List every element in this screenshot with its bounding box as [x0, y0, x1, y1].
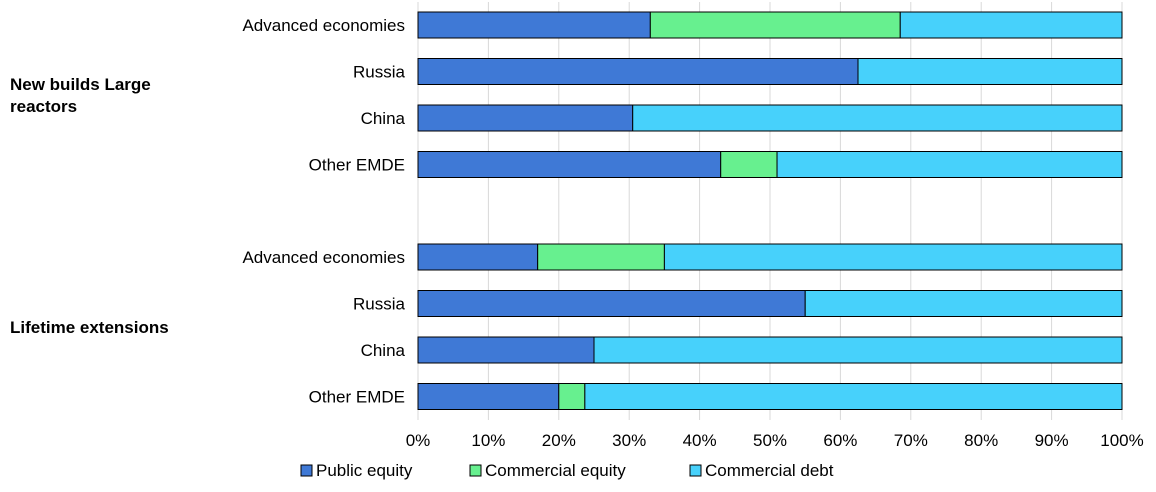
category-label: Russia: [353, 295, 406, 314]
legend: Public equity Commercial equity Commercial…: [300, 461, 834, 480]
group-label: New builds Large: [10, 75, 151, 94]
group-labels: New builds Large reactors Lifetime extensi…: [10, 75, 169, 337]
category-label: China: [361, 109, 406, 128]
x-tick-label: 30%: [612, 431, 646, 450]
bar-public-equity-russia-1: [417, 58, 859, 85]
category-label: Advanced economies: [242, 16, 405, 35]
x-tick-label: 0%: [406, 431, 431, 450]
group-label: Lifetime extensions: [10, 318, 169, 337]
x-tick-label: 60%: [823, 431, 857, 450]
bar-public-equity-advanced-economies-1: [417, 11, 651, 39]
x-tick-label: 40%: [683, 431, 717, 450]
bar-commercial-equity-other-emde-2: [558, 383, 586, 410]
bar-commercial-equity-advanced-economies-2: [537, 243, 665, 271]
bar-commercial-debt-china-2: [593, 336, 1123, 364]
category-label: Other EMDE: [309, 388, 405, 407]
legend-label: Commercial equity: [485, 461, 626, 480]
x-tick-label: 70%: [894, 431, 928, 450]
bars: [417, 11, 1123, 410]
bar-commercial-debt-china-1: [632, 104, 1123, 132]
x-tick-label: 20%: [542, 431, 576, 450]
category-label: Russia: [353, 63, 406, 82]
bar-public-equity-china-2: [417, 336, 595, 364]
bar-commercial-debt-advanced-economies-1: [899, 11, 1123, 39]
category-label: Advanced economies: [242, 248, 405, 267]
bar-public-equity-china-1: [417, 104, 634, 132]
bar-commercial-debt-other-emde-2: [584, 383, 1123, 410]
category-label: Other EMDE: [309, 156, 405, 175]
bar-commercial-equity-advanced-economies-1: [649, 11, 901, 39]
bar-commercial-debt-russia-1: [857, 58, 1123, 85]
legend-swatch-commercial-debt: [689, 464, 702, 477]
bar-commercial-debt-russia-2: [804, 290, 1123, 317]
legend-label: Commercial debt: [705, 461, 834, 480]
bar-public-equity-other-emde-1: [417, 151, 722, 178]
x-tick-label: 10%: [471, 431, 505, 450]
bar-public-equity-other-emde-2: [417, 383, 560, 410]
legend-swatch-public-equity: [300, 464, 313, 477]
category-labels: Advanced economies Russia China Other EMDE A…: [242, 16, 405, 407]
legend-swatch-commercial-equity: [469, 464, 482, 477]
group-label: reactors: [10, 97, 77, 116]
x-tick-label: 80%: [964, 431, 998, 450]
bar-public-equity-russia-2: [417, 290, 806, 317]
x-axis-ticks: 0% 10% 20% 30% 40% 50% 60% 70% 80% 90% 100%: [406, 431, 1144, 450]
bar-public-equity-advanced-economies-2: [417, 243, 539, 271]
bar-commercial-debt-other-emde-1: [776, 151, 1123, 178]
legend-label: Public equity: [316, 461, 413, 480]
bar-commercial-debt-advanced-economies-2: [663, 243, 1123, 271]
category-label: China: [361, 341, 406, 360]
x-tick-label: 90%: [1035, 431, 1069, 450]
x-tick-label: 50%: [753, 431, 787, 450]
x-tick-label: 100%: [1100, 431, 1143, 450]
bar-commercial-equity-other-emde-1: [720, 151, 778, 178]
